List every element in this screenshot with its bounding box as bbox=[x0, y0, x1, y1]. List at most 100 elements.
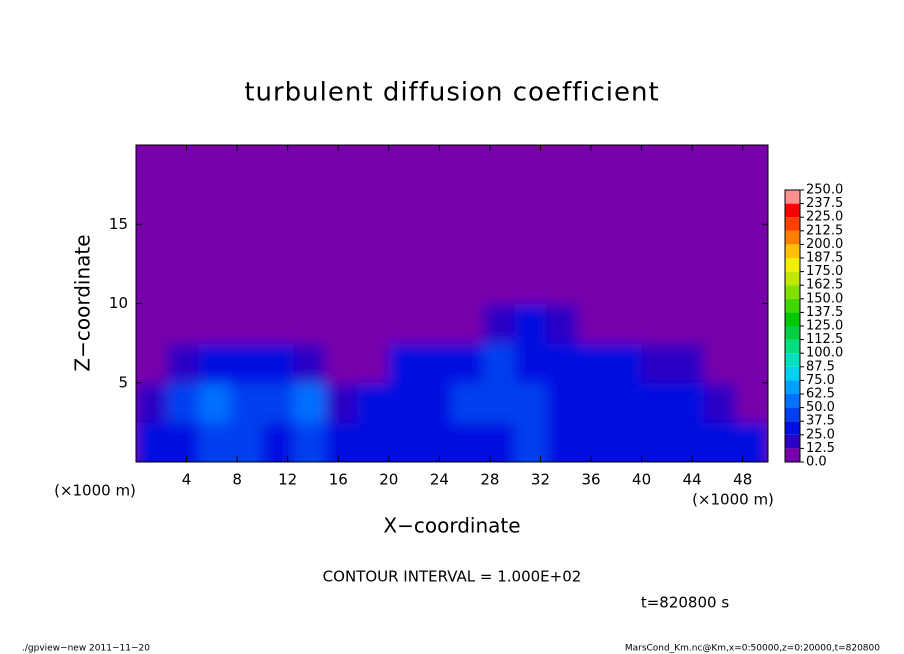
cell bbox=[293, 263, 327, 304]
colorbar-label: 50.0 bbox=[806, 400, 835, 415]
colorbar-label: 162.5 bbox=[806, 278, 843, 293]
cell bbox=[704, 382, 737, 423]
cell bbox=[483, 145, 516, 186]
cell bbox=[261, 223, 295, 265]
cell bbox=[136, 421, 169, 462]
cell bbox=[261, 342, 295, 384]
y-axis-title: Z−coordinate bbox=[71, 234, 95, 371]
cell bbox=[230, 342, 263, 384]
colorbar-band bbox=[785, 312, 800, 326]
cell bbox=[735, 303, 768, 344]
cell bbox=[641, 382, 674, 423]
cell bbox=[577, 421, 611, 462]
y-unit: (×1000 m) bbox=[54, 482, 136, 500]
footer-right: MarsCond_Km.nc@Km,x=0:50000,z=0:20000,t=… bbox=[625, 644, 880, 654]
cell bbox=[198, 342, 232, 384]
cell bbox=[577, 145, 611, 186]
cell bbox=[451, 421, 485, 462]
colorbar-label: 187.5 bbox=[806, 251, 843, 266]
x-tick-label: 28 bbox=[480, 471, 499, 489]
cell bbox=[419, 223, 453, 265]
cell bbox=[261, 382, 295, 423]
cell bbox=[388, 184, 421, 225]
cell bbox=[388, 342, 421, 384]
cell bbox=[293, 421, 327, 462]
cell bbox=[356, 223, 390, 265]
cell bbox=[198, 145, 232, 186]
cell bbox=[641, 342, 674, 384]
cell bbox=[167, 421, 200, 462]
cell bbox=[641, 303, 674, 344]
colorbar-label: 250.0 bbox=[806, 183, 843, 198]
colorbar-band bbox=[785, 421, 800, 435]
cell bbox=[356, 303, 390, 344]
cell bbox=[198, 263, 232, 304]
cell bbox=[451, 184, 485, 225]
colorbar-label: 150.0 bbox=[806, 291, 843, 306]
colorbar-label: 62.5 bbox=[806, 387, 835, 402]
cell bbox=[514, 223, 548, 265]
cell bbox=[136, 382, 169, 423]
cell bbox=[325, 342, 358, 384]
cell bbox=[451, 263, 485, 304]
cell bbox=[451, 145, 485, 186]
cell bbox=[167, 263, 200, 304]
cell bbox=[514, 145, 548, 186]
cell bbox=[609, 145, 643, 186]
cell bbox=[419, 342, 453, 384]
chart-title: turbulent diffusion coefficient bbox=[244, 78, 659, 108]
cell bbox=[704, 223, 737, 265]
cell bbox=[546, 223, 579, 265]
cell bbox=[451, 303, 485, 344]
colorbar-band bbox=[785, 394, 800, 408]
cell bbox=[167, 145, 200, 186]
cells bbox=[136, 145, 768, 462]
cell bbox=[325, 303, 358, 344]
cell bbox=[388, 303, 421, 344]
colorbar-label: 125.0 bbox=[806, 319, 843, 334]
cell bbox=[451, 342, 485, 384]
x-tick-label: 32 bbox=[531, 471, 550, 489]
footer-left: ./gpview−new 2011−11−20 bbox=[22, 644, 150, 654]
cell bbox=[136, 303, 169, 344]
cell bbox=[704, 303, 737, 344]
cell bbox=[704, 421, 737, 462]
x-tick-label: 8 bbox=[232, 471, 242, 489]
colorbar-band bbox=[785, 326, 800, 340]
cell bbox=[356, 263, 390, 304]
cell bbox=[293, 223, 327, 265]
cell bbox=[325, 184, 358, 225]
time-label: t=820800 s bbox=[641, 594, 729, 612]
cell bbox=[672, 145, 706, 186]
cell bbox=[356, 342, 390, 384]
colorbar-band bbox=[785, 230, 800, 245]
cell bbox=[514, 303, 548, 344]
cell bbox=[356, 184, 390, 225]
colorbar-band bbox=[785, 353, 800, 367]
cell bbox=[230, 421, 263, 462]
colorbar-band bbox=[785, 244, 800, 258]
cell bbox=[704, 145, 737, 186]
cell bbox=[546, 421, 579, 462]
cell bbox=[641, 184, 674, 225]
cell bbox=[546, 145, 579, 186]
cell bbox=[230, 263, 263, 304]
cell bbox=[704, 184, 737, 225]
colorbar-label: 237.5 bbox=[806, 196, 843, 211]
cell bbox=[735, 342, 768, 384]
colorbar-label: 112.5 bbox=[806, 332, 843, 347]
colorbar-label: 0.0 bbox=[806, 455, 827, 470]
cell bbox=[198, 382, 232, 423]
y-tick-label: 10 bbox=[109, 294, 128, 312]
x-tick-label: 16 bbox=[329, 471, 348, 489]
cell bbox=[672, 382, 706, 423]
cell bbox=[577, 223, 611, 265]
cell bbox=[451, 382, 485, 423]
cell bbox=[419, 145, 453, 186]
colorbar-label: 225.0 bbox=[806, 210, 843, 225]
cell bbox=[546, 382, 579, 423]
cell bbox=[546, 184, 579, 225]
x-tick-label: 40 bbox=[632, 471, 651, 489]
cell bbox=[167, 184, 200, 225]
y-tick-label: 15 bbox=[109, 215, 128, 233]
